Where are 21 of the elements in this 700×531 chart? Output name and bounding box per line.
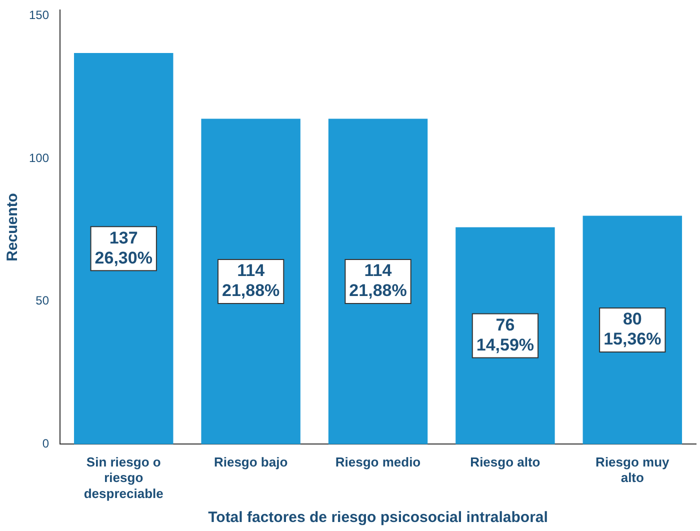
data-label: 76 14,59% — [476, 315, 534, 354]
bar — [328, 118, 428, 444]
y-tick-label: 50 — [36, 294, 50, 308]
y-axis-title: Recuento — [4, 193, 22, 262]
data-label: 137 26,30% — [94, 228, 152, 268]
data-label: 114 21,88% — [222, 261, 280, 300]
bar — [456, 227, 555, 444]
x-axis-title: Total factores de riesgo psicosocial intralaboral — [208, 509, 548, 526]
bar — [582, 216, 682, 444]
data-label: 80 15,36% — [604, 310, 662, 349]
y-tick-label: 100 — [28, 150, 50, 165]
x-tick-label: Sin riesgo o riesgo despreciable — [84, 454, 164, 501]
y-tick-label: 0 — [42, 436, 50, 451]
bar — [74, 53, 174, 444]
x-tick-label: Riesgo medio — [335, 454, 421, 470]
bar — [201, 118, 300, 444]
x-tick-label: Riesgo bajo — [214, 454, 288, 470]
x-tick-label: Riesgo muy alto — [596, 454, 670, 486]
data-label: 114 21,88% — [349, 261, 407, 300]
y-tick-label: 150 — [28, 8, 50, 22]
x-tick-label: Riesgo alto — [470, 454, 540, 470]
